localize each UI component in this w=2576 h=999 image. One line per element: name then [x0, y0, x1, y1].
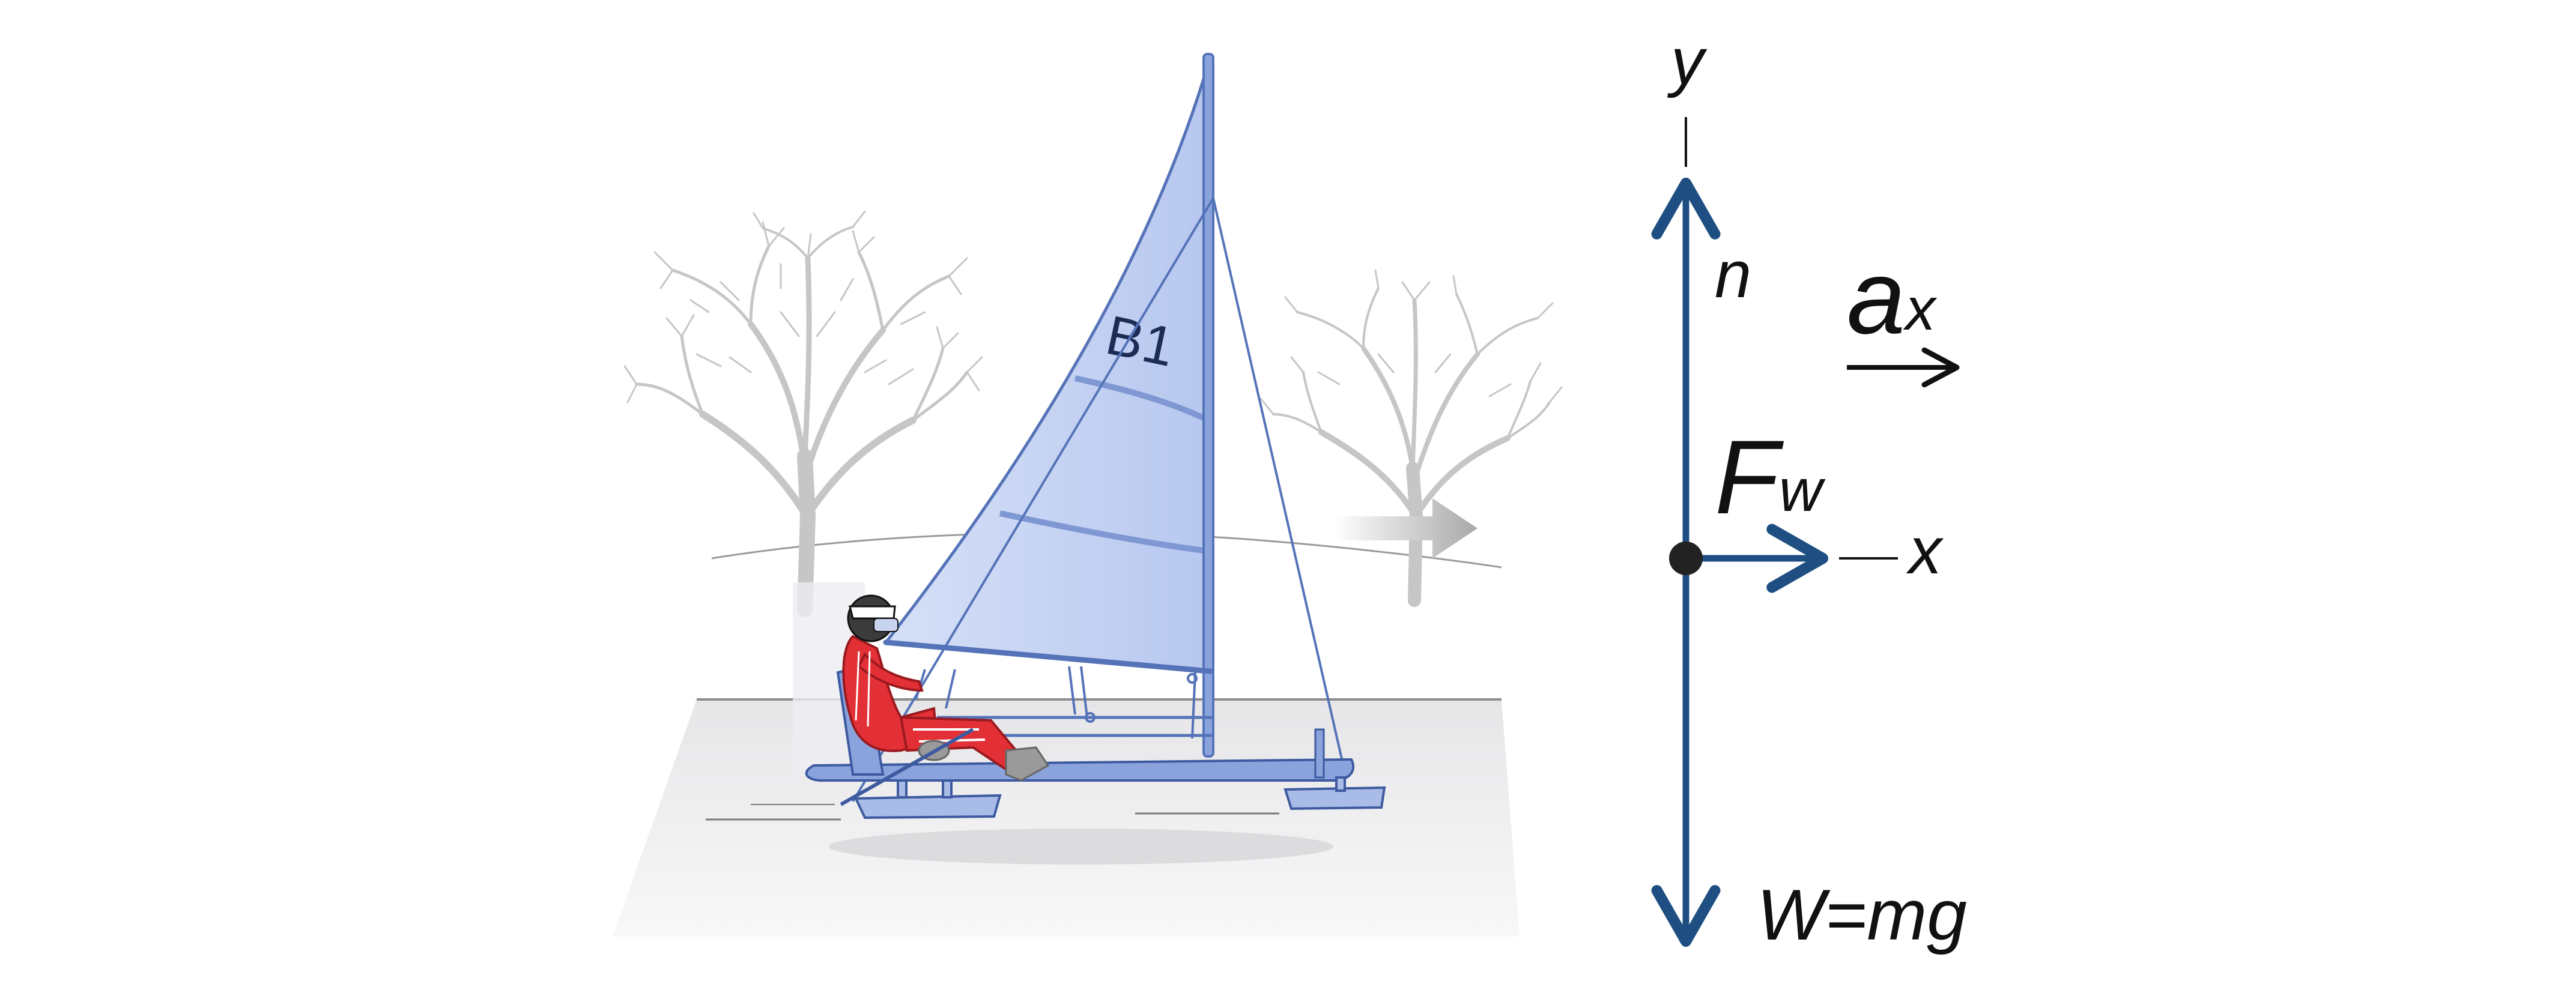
wind-arrow: [1333, 498, 1477, 558]
driver: [836, 594, 1050, 782]
sail: B1: [884, 55, 1212, 674]
boat-shadow: [829, 828, 1333, 865]
wind-force-label: Fw: [1715, 419, 1826, 536]
boom: [883, 639, 1213, 674]
acceleration-symbol: a: [1847, 239, 1905, 356]
runners: [853, 776, 1386, 819]
hull: [805, 716, 1355, 782]
body-point: [1669, 542, 1703, 575]
x-axis-label: x: [1906, 514, 1944, 588]
normal-force-label: n: [1715, 238, 1751, 312]
speed-lines: [706, 804, 1279, 821]
acceleration-subscript: x: [1903, 276, 1937, 343]
iceboat-illustration: B1: [613, 53, 1563, 937]
steering-bar: [840, 728, 974, 806]
y-axis-label: y: [1667, 25, 1708, 98]
rigging: [852, 197, 1347, 803]
bare-tree-right: [1260, 269, 1563, 607]
bare-tree-left: [623, 210, 983, 617]
wind-force-subscript: w: [1779, 457, 1826, 524]
free-body-diagram: y x n Fw ax W=mg: [1651, 25, 1967, 955]
wind-force-symbol: F: [1715, 419, 1784, 536]
acceleration-label: ax: [1847, 239, 1937, 356]
mast: [1202, 53, 1214, 758]
weight-label: W=mg: [1757, 875, 1967, 955]
